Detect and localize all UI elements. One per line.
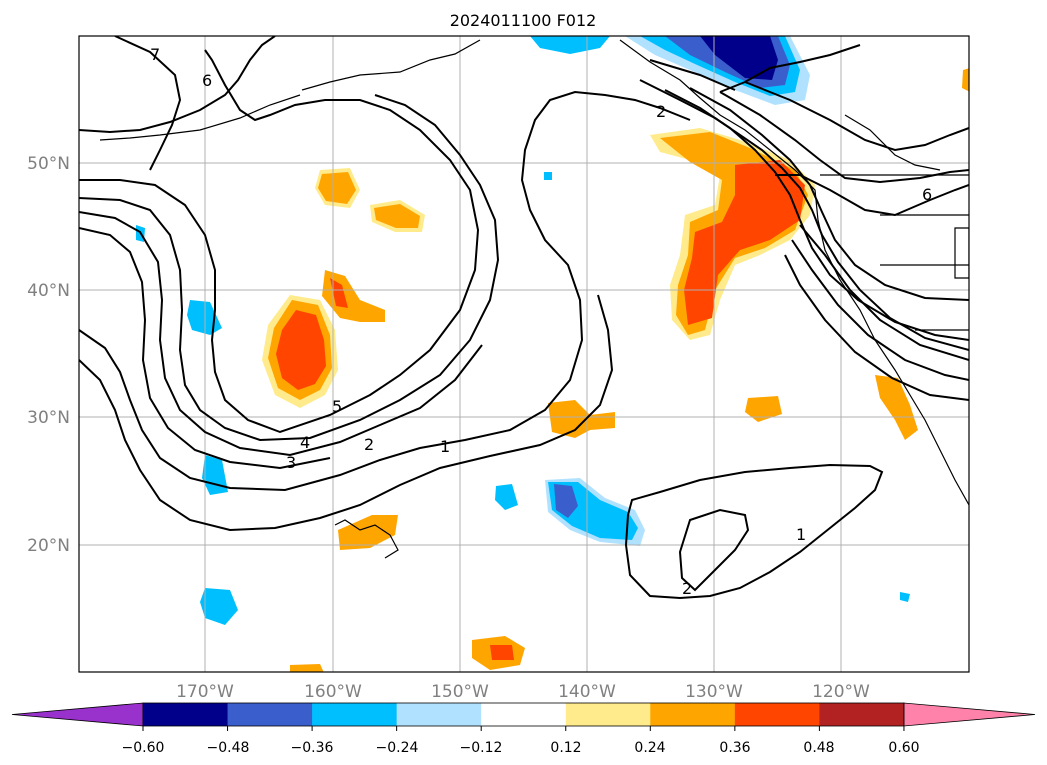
lon-label: 130°W	[685, 682, 743, 702]
lon-label: 140°W	[558, 682, 616, 702]
lon-label: 160°W	[304, 682, 362, 702]
lon-axis-labels: 170°W 160°W 150°W 140°W 130°W 120°W	[176, 682, 870, 702]
lat-label: 30°N	[27, 408, 70, 428]
colorbar-segment	[734, 703, 820, 726]
contour-label: 5	[332, 397, 342, 416]
lat-label: 50°N	[27, 154, 70, 174]
colorbar-tick-label: 0.48	[803, 740, 834, 756]
lon-label: 170°W	[176, 682, 234, 702]
colorbar-tick-label: −0.48	[207, 740, 250, 756]
colorbar-segment	[312, 703, 398, 726]
colorbar-segment	[650, 703, 736, 726]
shaded-anomalies	[136, 36, 969, 672]
colorbar-arrow-max	[903, 702, 1036, 727]
contour-label: 6	[202, 71, 212, 90]
contour-label: 2	[656, 102, 666, 121]
colorbar-tick-label: −0.36	[291, 740, 334, 756]
contour-label: 2	[364, 435, 374, 454]
lat-label: 40°N	[27, 281, 70, 301]
colorbar-arrow-min	[11, 702, 144, 727]
colorbar-segment	[143, 703, 229, 726]
map-border	[78, 35, 970, 673]
gridlines	[79, 36, 969, 672]
colorbar-tick-label: 0.12	[550, 740, 581, 756]
colorbar-segment	[396, 703, 482, 726]
colorbar-segment	[565, 703, 651, 726]
map-title: 2024011100 F012	[450, 11, 597, 30]
map-area	[79, 36, 969, 672]
contour-label: 2	[682, 579, 692, 598]
colorbar-tick-label: −0.12	[460, 740, 503, 756]
contour-labels: 7 6 2 6 5 4 3 2 1 1 2	[150, 45, 932, 598]
lon-label: 150°W	[431, 682, 489, 702]
contours	[79, 36, 969, 600]
colorbar-segment	[227, 703, 313, 726]
lat-label: 20°N	[27, 536, 70, 556]
contour-label: 1	[796, 525, 806, 544]
colorbar-tick-label: −0.24	[376, 740, 419, 756]
contour-label: 4	[300, 433, 310, 452]
colorbar-segment	[481, 703, 567, 726]
lat-axis-labels: 50°N 40°N 30°N 20°N	[27, 154, 70, 556]
contour-label: 6	[922, 185, 932, 204]
contour-label: 3	[286, 453, 296, 472]
contour-label: 1	[440, 437, 450, 456]
colorbar-outline	[142, 702, 905, 727]
colorbar-tick-label: −0.60	[122, 740, 165, 756]
lon-label: 120°W	[812, 682, 870, 702]
colorbar-tick-label: 0.24	[634, 740, 665, 756]
colorbar-segment	[819, 703, 905, 726]
colorbar: −0.60 −0.48 −0.36 −0.24 −0.12 0.12 0.24 …	[11, 702, 1036, 756]
colorbar-tick-label: 0.36	[719, 740, 750, 756]
contour-label: 7	[150, 45, 160, 64]
colorbar-tick-label: 0.60	[888, 740, 919, 756]
